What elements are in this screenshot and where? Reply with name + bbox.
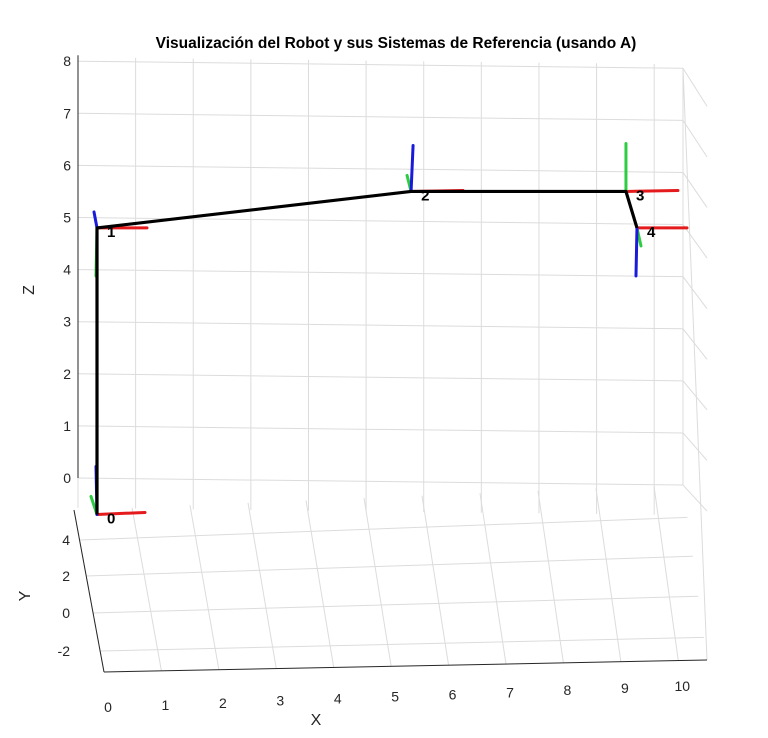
x-axis-line [103, 659, 708, 673]
z-tick-label: 6 [63, 157, 71, 173]
grid-line-z [77, 164, 684, 173]
z-axis-arrow [92, 210, 99, 230]
x-tick-label: 9 [621, 680, 629, 696]
floor-grid-line [363, 498, 392, 667]
z-tick-label: 0 [63, 470, 71, 486]
reference-frames [89, 141, 689, 516]
grid-line-side [682, 67, 708, 107]
floor-grid-line [479, 493, 507, 665]
y-tick-label: -2 [58, 643, 71, 659]
grid-line-side [682, 224, 708, 259]
y-axis-line [73, 509, 105, 673]
grid [73, 57, 708, 673]
axes [73, 55, 708, 673]
floor-grid-line [86, 555, 693, 577]
chart-title: Visualización del Robot y sus Sistemas d… [156, 35, 637, 52]
x-tick-label: 3 [276, 693, 284, 709]
grid-line-z [77, 112, 684, 121]
frame-triad-4 [634, 226, 689, 278]
y-tick-label: 0 [62, 605, 70, 621]
floor-grid-line [100, 636, 704, 652]
frame-triad-3 [624, 141, 680, 193]
grid-line-z [77, 269, 684, 278]
frame-triad-2 [405, 143, 465, 193]
x-tick-label: 8 [564, 682, 572, 698]
robot-links [95, 189, 639, 515]
x-tick-label: 6 [449, 686, 457, 702]
x-tick-label: 1 [162, 697, 170, 713]
y-tick-label: 4 [62, 532, 70, 548]
grid-line-side [682, 68, 708, 661]
frame-label-0: 0 [107, 510, 115, 527]
y-axis-label: Y [17, 590, 34, 601]
grid-line-z [77, 477, 684, 486]
z-tick-label: 7 [63, 105, 71, 121]
grid-line-z [77, 60, 684, 69]
frame-label-1: 1 [107, 224, 115, 241]
z-tick-label: 8 [63, 53, 71, 69]
grid-line-side [682, 432, 708, 461]
z-tick-label: 3 [63, 314, 71, 330]
grid-line-z [77, 373, 684, 382]
grid-line-side [682, 328, 708, 360]
x-tick-label: 5 [391, 689, 399, 705]
x-axis-label: X [311, 712, 322, 729]
frame-labels: 0 1 2 3 4 [107, 187, 656, 527]
x-axis-arrow [624, 188, 680, 193]
grid-line-z [77, 321, 684, 330]
x-tick-label: 0 [104, 699, 112, 715]
frame-label-2: 2 [421, 187, 429, 204]
z-axis-label: Z [21, 285, 38, 295]
z-tick-label: 4 [63, 262, 71, 278]
frame-label-4: 4 [647, 224, 656, 241]
x-tick-label: 4 [334, 691, 342, 707]
frame-label-3: 3 [636, 187, 644, 204]
grid-line-side [682, 120, 708, 158]
floor-grid-line [653, 486, 679, 661]
grid-line-side [682, 380, 708, 411]
floor-grid-line [189, 505, 220, 670]
floor-grid-line [79, 516, 688, 541]
z-axis-arrow [409, 143, 415, 193]
robot-link-chain [95, 189, 639, 515]
floor-grid-line [537, 490, 564, 663]
z-tick-label: 1 [63, 418, 71, 434]
x-axis-arrow [95, 510, 147, 516]
grid-line-z [77, 425, 684, 434]
x-tick-label: 7 [506, 684, 514, 700]
z-axis-arrow [634, 226, 639, 278]
floor-grid-line [131, 507, 162, 671]
x-tick-label: 2 [219, 695, 227, 711]
grid-line-side [682, 484, 708, 512]
floor-grid-line [421, 495, 450, 666]
x-tick-label: 10 [674, 678, 690, 694]
floor-grid-line [595, 488, 622, 662]
z-tick-label: 5 [63, 210, 71, 226]
frame-triad-0 [89, 464, 147, 516]
grid-line-side [682, 172, 708, 208]
z-tick-label: 2 [63, 366, 71, 382]
y-tick-label: 2 [62, 568, 70, 584]
grid-line-side [682, 276, 708, 309]
floor-grid-line [93, 595, 699, 614]
floor-grid-line [305, 500, 335, 668]
floor-grid-line [247, 502, 277, 669]
